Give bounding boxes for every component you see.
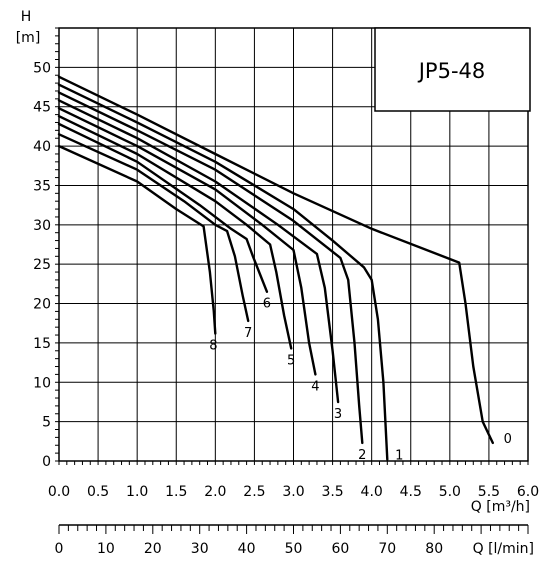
series-line-7 xyxy=(57,133,250,323)
series-line-8 xyxy=(57,144,217,335)
secondary-tick-label: 40 xyxy=(238,541,256,557)
x-tick-label: 3.0 xyxy=(282,484,304,500)
series-line-3 xyxy=(57,99,340,404)
series-label-0: 0 xyxy=(504,432,512,447)
secondary-tick-label: 70 xyxy=(378,541,396,557)
x-tick-label: 4.5 xyxy=(400,484,422,500)
title-box xyxy=(374,27,531,112)
series-line-2 xyxy=(57,91,364,445)
y-tick-label: 5 xyxy=(42,415,51,431)
x-tick-label: 1.0 xyxy=(126,484,148,500)
y-tick-label: 15 xyxy=(33,336,51,352)
secondary-tick-label: 60 xyxy=(331,541,349,557)
series-lines xyxy=(57,75,494,461)
x-tick-label: 5.0 xyxy=(439,484,461,500)
secondary-tick-label: 20 xyxy=(144,541,162,557)
series-label-5: 5 xyxy=(287,353,295,368)
secondary-tick-label: 10 xyxy=(97,541,115,557)
x-tick-label: 3.5 xyxy=(321,484,343,500)
secondary-x-axis-label: Q [l/min] xyxy=(473,541,534,557)
x-tick-label: 6.0 xyxy=(517,484,539,500)
y-tick-label: 45 xyxy=(33,100,51,116)
y-axis-label-h: H xyxy=(21,9,32,25)
series-line-1 xyxy=(57,83,389,461)
x-tick-label: 0.0 xyxy=(48,484,70,500)
x-tick-label: 1.5 xyxy=(165,484,187,500)
y-tick-label: 25 xyxy=(33,257,51,273)
secondary-tick-label: 30 xyxy=(191,541,209,557)
x-axis-label: Q [m³/h] xyxy=(471,499,530,515)
y-tick-label: 35 xyxy=(33,178,51,194)
x-axis-ticks: 0.0 0.5 1.0 1.5 2.0 2.5 3.0 3.5 4.0 4.5 5.0 5.5 6.0 xyxy=(48,484,539,500)
y-tick-label: 0 xyxy=(42,454,51,470)
series-label-6: 6 xyxy=(263,297,271,312)
y-axis-ticks: 0 5 10 15 20 25 30 35 40 45 50 xyxy=(33,60,51,470)
secondary-tick-label: 0 xyxy=(55,541,64,557)
series-label-4: 4 xyxy=(311,379,319,394)
x-tick-label: 4.0 xyxy=(361,484,383,500)
secondary-tick-label: 50 xyxy=(285,541,303,557)
x-tick-label: 2.0 xyxy=(204,484,226,500)
series-label-3: 3 xyxy=(334,407,342,422)
y-tick-label: 10 xyxy=(33,375,51,391)
series-label-2: 2 xyxy=(358,448,366,463)
series-labels: 0 1 2 34 5 67 8 xyxy=(209,297,512,464)
series-line-0 xyxy=(57,75,494,445)
y-axis-label-unit: [m] xyxy=(16,30,41,46)
series-label-7: 7 xyxy=(244,326,252,341)
y-tick-label: 40 xyxy=(33,139,51,155)
secondary-x-axis: 0 10 20 30 40 50 60 70 80 xyxy=(55,524,529,557)
series-line-4 xyxy=(57,107,317,376)
chart-title: JP5-48 xyxy=(417,59,486,83)
series-line-6 xyxy=(57,122,269,293)
x-tick-label: 5.5 xyxy=(478,484,500,500)
series-line-5 xyxy=(57,115,293,350)
series-label-8: 8 xyxy=(209,338,217,353)
y-tick-label: 50 xyxy=(33,60,51,76)
y-tick-label: 30 xyxy=(33,218,51,234)
x-tick-label: 2.5 xyxy=(243,484,265,500)
x-tick-label: 0.5 xyxy=(87,484,109,500)
secondary-tick-label: 80 xyxy=(425,541,443,557)
series-label-1: 1 xyxy=(395,448,403,463)
y-tick-label: 20 xyxy=(33,297,51,313)
